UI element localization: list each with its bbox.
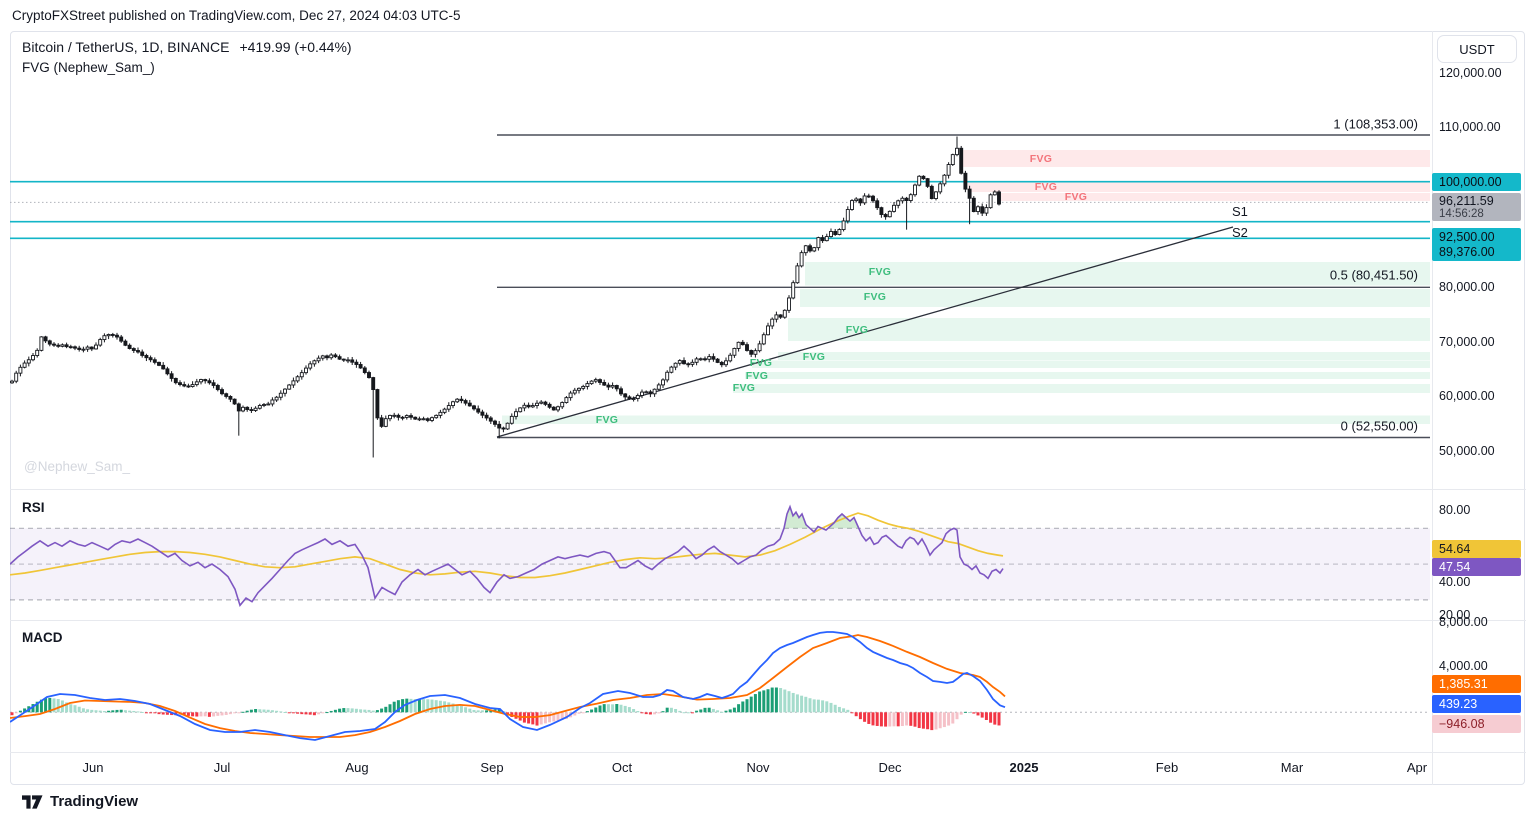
rsi-panel-title[interactable]: RSI (22, 500, 45, 515)
currency-toggle-button[interactable]: USDT (1437, 35, 1517, 63)
panel-separator-macd[interactable] (10, 620, 1526, 621)
panel-separator-rsi[interactable] (10, 489, 1526, 490)
macd-panel-title[interactable]: MACD (22, 630, 63, 645)
time-axis-separator (10, 752, 1526, 753)
tradingview-brand-text: TradingView (50, 793, 139, 810)
symbol-title: Bitcoin / TetherUS, 1D, BINANCE (22, 39, 230, 55)
symbol-legend[interactable]: Bitcoin / TetherUS, 1D, BINANCE +419.99 (… (22, 39, 362, 55)
symbol-change: +419.99 (+0.44%) (239, 39, 352, 55)
chart-widget-frame (10, 31, 1525, 785)
price-axis-separator (1432, 31, 1433, 785)
tradingview-logo-icon (22, 794, 43, 809)
attribution-text: CryptoFXStreet published on TradingView.… (12, 8, 461, 23)
indicator-legend[interactable]: FVG (Nephew_Sam_) (22, 60, 155, 75)
author-watermark: @Nephew_Sam_ (24, 459, 131, 474)
tradingview-attribution[interactable]: TradingView (22, 793, 138, 810)
